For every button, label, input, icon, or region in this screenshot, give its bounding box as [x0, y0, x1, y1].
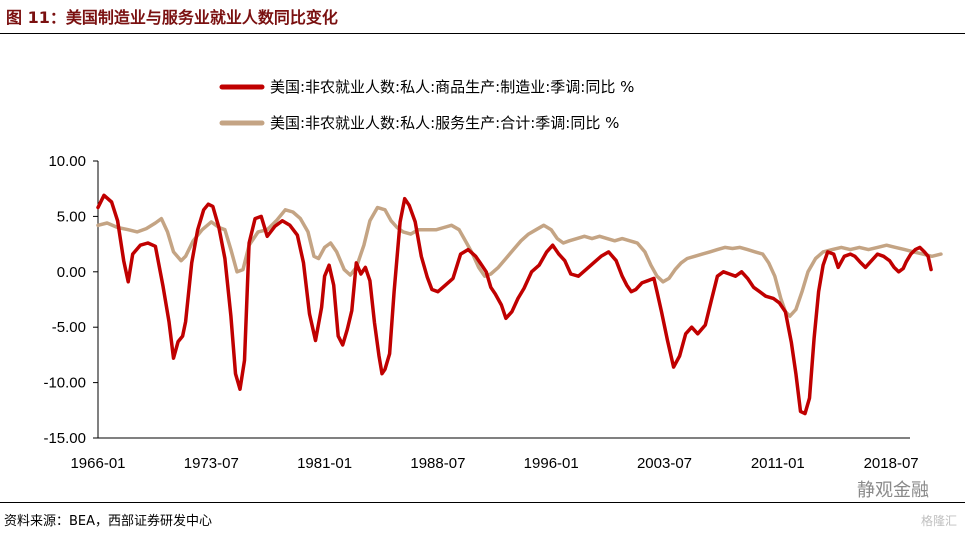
- legend-label-manufacturing: 美国:非农就业人数:私人:商品生产:制造业:季调:同比 %: [270, 78, 634, 96]
- watermark: 静观金融: [857, 480, 929, 501]
- watermark-secondary: 格隆汇: [920, 514, 957, 528]
- x-tick-label: 1988-07: [410, 455, 465, 472]
- legend: 美国:非农就业人数:私人:商品生产:制造业:季调:同比 % 美国:非农就业人数:…: [219, 78, 634, 132]
- x-tick-label: 1973-07: [184, 455, 239, 472]
- series-layer: [96, 193, 943, 416]
- top-rule: [0, 33, 965, 34]
- y-tick-label: -10.00: [43, 375, 86, 392]
- x-tick-label: 1981-01: [297, 455, 352, 472]
- series-line-manufacturing: [96, 193, 933, 416]
- x-tick-label: 2018-07: [864, 455, 919, 472]
- x-tick-label: 2011-01: [751, 455, 805, 472]
- y-tick-label: -15.00: [43, 430, 86, 447]
- y-tick-label: 0.00: [57, 264, 86, 281]
- x-tick-label: 1996-01: [524, 455, 579, 472]
- y-tick-label: -5.00: [52, 319, 86, 336]
- x-tick-label: 1966-01: [70, 455, 125, 472]
- y-tick-label: 5.00: [57, 208, 86, 225]
- legend-label-services: 美国:非农就业人数:私人:服务生产:合计:季调:同比 %: [270, 114, 619, 132]
- figure-title: 图 11：美国制造业与服务业就业人数同比变化: [6, 8, 338, 27]
- y-ticks: 10.00 5.00 0.00 -5.00 -10.00 -15.00: [43, 153, 98, 447]
- bottom-rule: [0, 502, 965, 503]
- source-note: 资料来源：BEA，西部证券研发中心: [4, 514, 213, 529]
- x-tick-label: 2003-07: [637, 455, 692, 472]
- y-tick-label: 10.00: [48, 153, 86, 170]
- x-ticks: 1966-01 1973-07 1981-01 1988-07 1996-01 2003-…: [70, 455, 918, 472]
